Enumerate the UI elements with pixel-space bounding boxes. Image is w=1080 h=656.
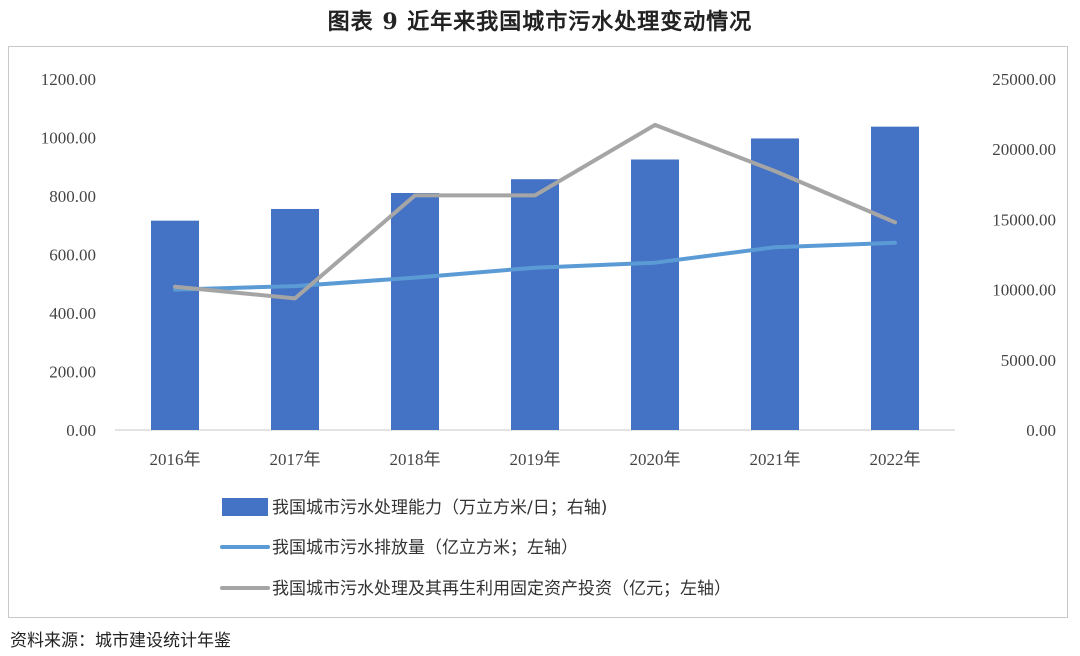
right-tick-label: 15000.00 [992,210,1056,229]
right-axis: 0.00 5000.00 10000.00 15000.00 20000.00 25000… [992,70,1056,440]
right-tick-label: 10000.00 [992,281,1056,300]
bar [151,220,199,430]
line-series [173,122,897,301]
x-tick-label: 2016年 [150,450,201,469]
bar [871,126,919,430]
bar [511,179,559,430]
right-tick-label: 5000.00 [1001,351,1056,370]
x-tick-label: 2020年 [630,450,681,469]
bar [631,159,679,430]
legend-label: 我国城市污水处理能力（万立方米/日；右轴) [272,498,607,518]
left-tick-label: 0.00 [66,421,96,440]
left-tick-label: 1000.00 [41,129,96,148]
bar [751,138,799,430]
x-tick-label: 2017年 [270,450,321,469]
legend: 我国城市污水处理能力（万立方米/日；右轴) 我国城市污水排放量（亿立方米；左轴） 我… [220,498,731,599]
bar [391,192,439,430]
chart-frame [8,46,1068,618]
left-tick-label: 400.00 [49,304,96,323]
left-tick-label: 200.00 [49,363,96,382]
x-tick-label: 2022年 [870,450,921,469]
x-axis: 2016年 2017年 2018年 2019年 2020年 2021年 2022年 [150,450,921,469]
right-tick-label: 25000.00 [992,70,1056,89]
x-tick-label: 2018年 [390,450,441,469]
legend-swatch-bar [222,498,268,516]
left-tick-label: 600.00 [49,246,96,265]
left-tick-label: 1200.00 [41,70,96,89]
source-note: 资料来源：城市建设统计年鉴 [10,631,231,651]
chart-title: 图表 9 近年来我国城市污水处理变动情况 [327,9,753,35]
right-tick-label: 20000.00 [992,140,1056,159]
bar-series [151,126,919,430]
bar [271,208,319,430]
x-tick-label: 2021年 [750,450,801,469]
legend-label: 我国城市污水处理及其再生利用固定资产投资（亿元；左轴） [272,579,731,599]
x-tick-label: 2019年 [510,450,561,469]
left-tick-label: 800.00 [49,187,96,206]
left-axis: 0.00 200.00 400.00 600.00 800.00 1000.00 1200.… [41,70,96,440]
right-tick-label: 0.00 [1026,421,1056,440]
legend-label: 我国城市污水排放量（亿立方米；左轴） [272,538,578,558]
